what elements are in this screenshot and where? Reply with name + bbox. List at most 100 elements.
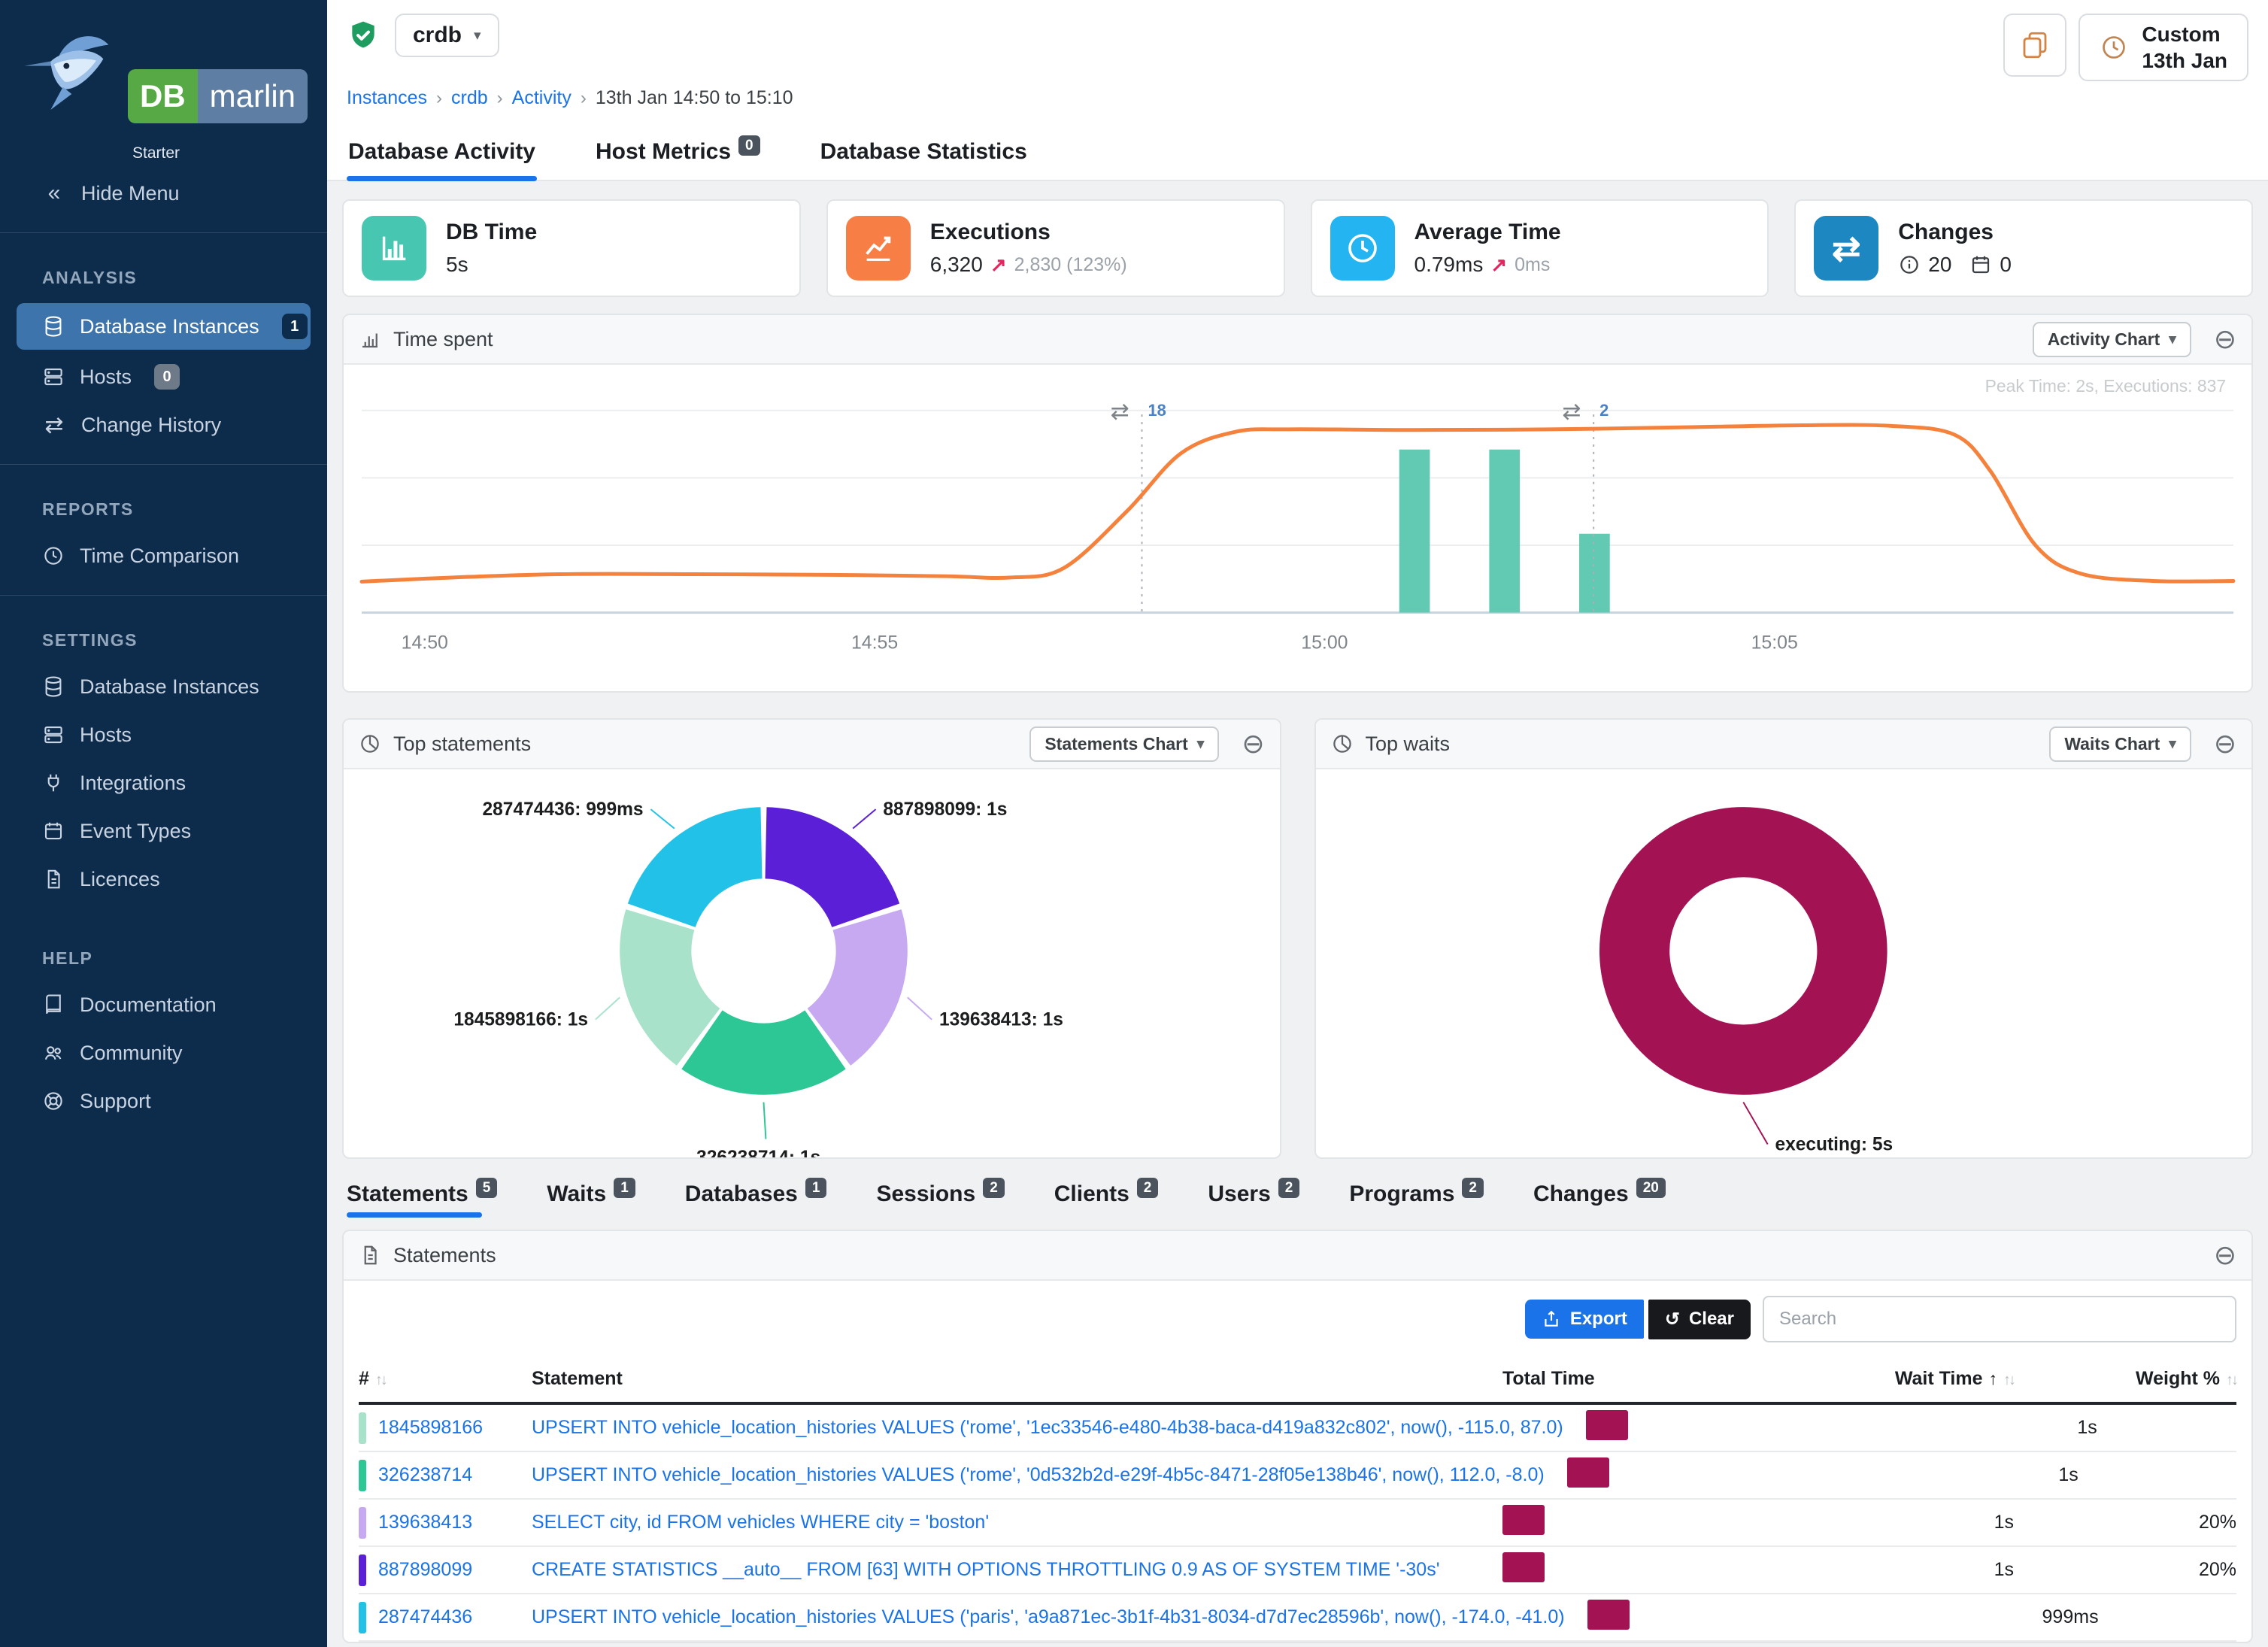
clock-icon bbox=[2103, 36, 2126, 59]
copy-link-button[interactable] bbox=[2003, 14, 2067, 77]
sidebar-item-hosts[interactable]: Hosts 0 bbox=[0, 353, 327, 401]
card-title: Executions bbox=[929, 220, 1051, 244]
activity-chart-menu[interactable]: Activity Chart ▾ bbox=[2032, 321, 2191, 357]
col-statement[interactable]: Statement bbox=[532, 1368, 623, 1390]
wait-time-value: 1s bbox=[1994, 1559, 2014, 1581]
collapse-panel-icon[interactable]: ⊖ bbox=[1242, 728, 1265, 760]
statement-color-chip bbox=[359, 1459, 366, 1491]
section-reports: REPORTS bbox=[42, 499, 134, 519]
statement-link[interactable]: UPSERT INTO vehicle_location_histories V… bbox=[532, 1417, 1563, 1439]
time-range-button[interactable]: Custom 13th Jan bbox=[2078, 14, 2248, 81]
card-executions[interactable]: Executions 6,320 ↗ 2,830 (123%) bbox=[826, 199, 1285, 297]
clear-button[interactable]: ↺ Clear bbox=[1648, 1299, 1751, 1339]
total-time-bar bbox=[1502, 1505, 1545, 1536]
statements-table-panel: Statements ⊖ Export ↺ Clear #↑↓ Statem bbox=[342, 1230, 2253, 1644]
tab-host-metrics[interactable]: Host Metrics 0 bbox=[594, 129, 762, 180]
activity-chart[interactable]: 14:50 14:55 15:00 15:05 ⇄ 18 ⇄ 2 Peak Time: 2s, … bbox=[344, 365, 2251, 691]
tab-database-activity[interactable]: Database Activity bbox=[347, 129, 537, 181]
statements-chart-menu[interactable]: Statements Chart ▾ bbox=[1029, 726, 1220, 762]
statement-id-link[interactable]: 326238714 bbox=[378, 1464, 473, 1486]
statement-id-link[interactable]: 287474436 bbox=[378, 1606, 473, 1628]
statement-link[interactable]: UPSERT INTO vehicle_location_histories V… bbox=[532, 1606, 1565, 1628]
card-db-time[interactable]: DB Time 5s bbox=[342, 199, 801, 297]
svg-text:15:05: 15:05 bbox=[1751, 632, 1798, 653]
count-badge: 0 bbox=[154, 364, 180, 390]
statement-id-link[interactable]: 887898099 bbox=[378, 1559, 473, 1581]
col-weight[interactable]: Weight % bbox=[2135, 1368, 2220, 1390]
total-time-bar bbox=[1587, 1600, 1630, 1630]
sidebar-item-support[interactable]: Support bbox=[0, 1077, 327, 1125]
collapse-panel-icon[interactable]: ⊖ bbox=[2213, 728, 2236, 760]
card-average-time[interactable]: Average Time 0.79ms ↗ 0ms bbox=[1310, 199, 1769, 297]
statement-id-link[interactable]: 1845898166 bbox=[378, 1417, 484, 1439]
hide-menu-button[interactable]: « Hide Menu bbox=[0, 169, 327, 217]
sidebar-item-community[interactable]: Community bbox=[0, 1029, 327, 1077]
statements-donut-chart[interactable]: 287474436: 999ms 887898099: 1s 139638413… bbox=[344, 769, 1280, 1157]
pie-chart-icon bbox=[1331, 733, 1354, 755]
divider bbox=[0, 464, 327, 465]
statements-table: # ↑↓ Statement Total Time Wait Time ↑ ↑↓ We… bbox=[344, 1360, 2251, 1642]
top-waits-panel: Top waits Waits Chart ▾ ⊖ executing: 5s bbox=[1314, 718, 2253, 1160]
subtab-sessions[interactable]: Sessions 2 bbox=[876, 1178, 1005, 1218]
table-toolbar: Export ↺ Clear bbox=[344, 1281, 2251, 1360]
breadcrumb-activity[interactable]: Activity bbox=[511, 87, 572, 108]
sidebar-item-database-instances[interactable]: Database Instances 1 bbox=[17, 303, 311, 350]
count-badge: 5 bbox=[475, 1178, 498, 1199]
subtab-programs[interactable]: Programs 2 bbox=[1349, 1178, 1484, 1218]
statement-id-link[interactable]: 139638413 bbox=[378, 1512, 473, 1533]
subtab-statements[interactable]: Statements 5 bbox=[347, 1178, 498, 1218]
chevron-down-icon: ▾ bbox=[2169, 331, 2176, 347]
sidebar-item-integrations[interactable]: Integrations bbox=[0, 759, 327, 807]
label-leader-line bbox=[1742, 1102, 1769, 1145]
sidebar-item-time-comparison[interactable]: Time Comparison bbox=[0, 532, 327, 580]
table-row: 139638413 SELECT city, id FROM vehicles … bbox=[359, 1500, 2236, 1548]
sidebar-item-change-history[interactable]: ⇄ Change History bbox=[0, 401, 327, 449]
subtab-clients[interactable]: Clients 2 bbox=[1054, 1178, 1159, 1218]
statement-link[interactable]: UPSERT INTO vehicle_location_histories V… bbox=[532, 1464, 1545, 1486]
subtab-databases[interactable]: Databases 1 bbox=[685, 1178, 827, 1218]
col-total-time[interactable]: Total Time bbox=[1502, 1368, 1595, 1390]
label-leader-line bbox=[650, 808, 675, 830]
collapse-panel-icon[interactable]: ⊖ bbox=[2213, 323, 2236, 354]
instance-selector[interactable]: crdb ▾ bbox=[395, 14, 499, 57]
card-delta: 2,830 (123%) bbox=[1014, 253, 1127, 275]
search-input[interactable] bbox=[1763, 1296, 2236, 1343]
subtab-changes[interactable]: Changes 20 bbox=[1533, 1178, 1666, 1218]
waits-chart-menu[interactable]: Waits Chart ▾ bbox=[2049, 726, 2191, 762]
count-badge: 2 bbox=[983, 1178, 1005, 1199]
card-value: 0.79ms bbox=[1414, 253, 1484, 276]
sidebar-item-event-types[interactable]: Event Types bbox=[0, 807, 327, 855]
main-content: crdb ▾ Custom 13th Jan bbox=[327, 0, 2268, 1647]
card-changes[interactable]: ⇄ Changes 20 0 bbox=[1794, 199, 2253, 297]
export-button[interactable]: Export bbox=[1524, 1300, 1644, 1339]
sidebar-item-documentation[interactable]: Documentation bbox=[0, 981, 327, 1029]
subtab-waits[interactable]: Waits 1 bbox=[547, 1178, 635, 1218]
col-hash[interactable]: # bbox=[359, 1368, 369, 1390]
weight-value: 20% bbox=[2078, 1464, 2251, 1486]
changes-event-count: 0 bbox=[2000, 253, 2012, 276]
bar-chart-icon bbox=[362, 216, 426, 281]
subtab-users[interactable]: Users 2 bbox=[1208, 1178, 1300, 1218]
waits-donut-chart[interactable]: executing: 5s bbox=[1316, 769, 2252, 1157]
breadcrumb-crdb[interactable]: crdb bbox=[451, 87, 488, 108]
sidebar-item-settings-database-instances[interactable]: Database Instances bbox=[0, 663, 327, 711]
statement-link[interactable]: CREATE STATISTICS __auto__ FROM [63] WIT… bbox=[532, 1559, 1440, 1581]
breadcrumb-instances[interactable]: Instances bbox=[347, 87, 428, 108]
collapse-panel-icon[interactable]: ⊖ bbox=[2213, 1239, 2236, 1271]
time-spent-panel: Time spent Activity Chart ▾ ⊖ 14:50 14:55… bbox=[342, 314, 2253, 693]
changes-info-count: 20 bbox=[1928, 253, 1952, 276]
col-wait-time[interactable]: Wait Time bbox=[1894, 1368, 1983, 1390]
breadcrumb: Instances › crdb › Activity › 13th Jan 1… bbox=[327, 84, 2268, 123]
database-icon bbox=[45, 676, 62, 697]
life-ring-icon bbox=[44, 1092, 62, 1110]
card-title: Changes bbox=[1898, 220, 1994, 244]
main-tabs: Database Activity Host Metrics 0 Database… bbox=[327, 123, 2268, 181]
weight-value: 20% bbox=[2099, 1606, 2251, 1628]
statement-link[interactable]: SELECT city, id FROM vehicles WHERE city… bbox=[532, 1512, 990, 1533]
sort-asc-icon: ↑ bbox=[1988, 1369, 1998, 1389]
sidebar-item-settings-hosts[interactable]: Hosts bbox=[0, 711, 327, 759]
total-time-bar bbox=[1566, 1457, 1609, 1488]
time-range-line2: 13th Jan bbox=[2142, 49, 2227, 72]
tab-database-statistics[interactable]: Database Statistics bbox=[820, 139, 1027, 164]
sidebar-item-licences[interactable]: Licences bbox=[0, 855, 327, 903]
